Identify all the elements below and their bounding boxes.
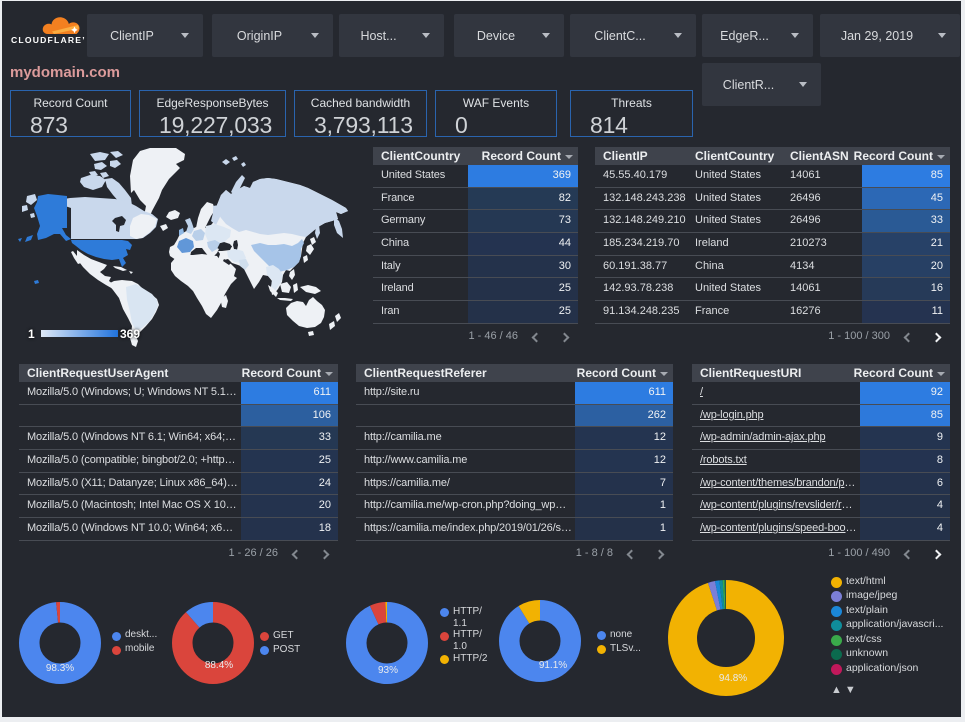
svg-text:CLOUDFLARE’: CLOUDFLARE’ [11, 35, 86, 45]
